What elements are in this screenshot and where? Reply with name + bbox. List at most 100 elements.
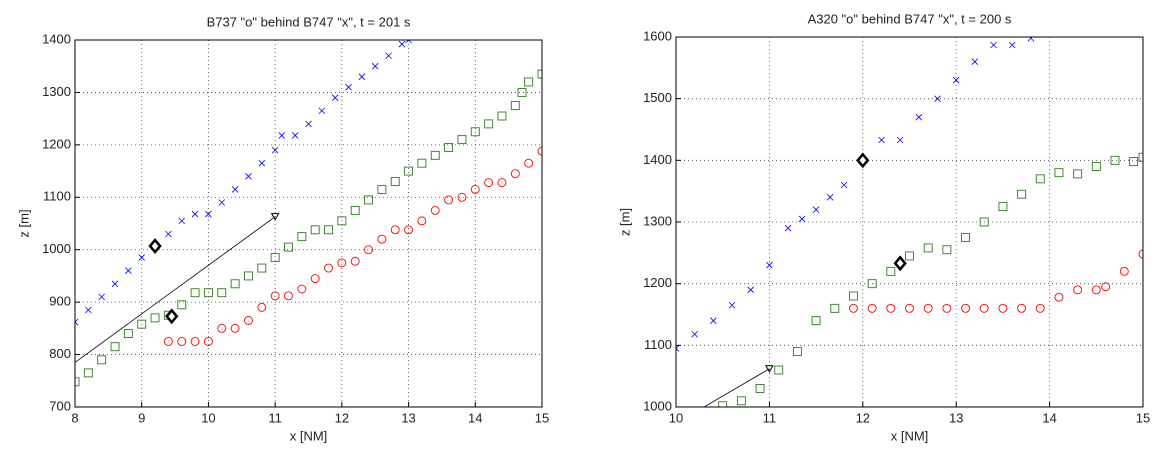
axes-box <box>675 36 1144 408</box>
x-marker <box>318 107 326 115</box>
x-tick-label: 10 <box>201 410 215 425</box>
x-marker <box>405 40 412 44</box>
y-tick-label: 800 <box>49 346 71 361</box>
circle-marker <box>524 158 534 168</box>
circle-marker <box>203 337 213 346</box>
square-marker <box>942 245 952 255</box>
circle-marker <box>998 303 1008 313</box>
square-marker <box>867 279 877 289</box>
square-marker <box>75 377 80 387</box>
x-marker <box>85 306 92 314</box>
circle-marker <box>310 274 320 283</box>
axes-box <box>74 39 543 408</box>
x-marker <box>271 146 279 154</box>
circle-marker <box>1017 303 1027 313</box>
x-marker <box>291 132 299 139</box>
circle-marker <box>905 303 914 313</box>
circle-marker <box>190 337 200 346</box>
square-marker <box>430 150 440 160</box>
x-marker <box>98 293 105 301</box>
square-marker <box>923 243 933 253</box>
x-marker <box>1027 37 1035 42</box>
square-marker <box>1035 174 1045 184</box>
y-tick-label: 1300 <box>42 84 71 99</box>
square-marker <box>83 368 93 378</box>
x-marker <box>1008 41 1016 49</box>
circle-marker <box>484 178 494 188</box>
diamond-marker <box>165 308 179 325</box>
y-tick-label: 700 <box>49 398 71 413</box>
square-marker <box>444 143 454 152</box>
y-tick-label: 1200 <box>42 136 71 151</box>
square-marker <box>849 291 858 301</box>
circle-marker <box>470 184 480 194</box>
square-marker <box>123 329 133 339</box>
square-marker <box>203 288 213 298</box>
x-marker <box>798 215 806 223</box>
square-marker <box>284 242 293 252</box>
x-marker <box>218 199 226 206</box>
square-marker <box>1073 169 1083 179</box>
circle-marker <box>284 291 293 301</box>
x-marker <box>691 330 698 338</box>
circle-marker <box>177 337 187 346</box>
square-marker <box>998 202 1008 212</box>
square-marker <box>404 166 414 176</box>
x-marker <box>111 280 119 288</box>
circle-marker <box>923 303 933 313</box>
circle-marker <box>163 337 173 346</box>
square-marker <box>736 396 746 406</box>
square-marker <box>979 217 989 227</box>
y-axis-label: z [m] <box>617 208 632 236</box>
circle-marker <box>230 323 240 333</box>
y-tick-label: 1400 <box>643 152 672 167</box>
square-marker <box>470 127 480 137</box>
square-marker <box>886 266 896 276</box>
marks <box>75 40 542 387</box>
circle-marker <box>1138 249 1143 259</box>
x-marker <box>784 224 792 232</box>
square-marker <box>905 251 914 261</box>
y-tick-label: 1000 <box>42 241 71 256</box>
circle-marker <box>270 291 280 301</box>
circle-marker <box>444 195 454 205</box>
x-marker <box>231 186 239 193</box>
circle-marker <box>364 245 373 255</box>
x-tick-label: 11 <box>268 410 282 425</box>
square-marker <box>537 69 542 79</box>
end-marker <box>270 213 280 221</box>
square-marker <box>1054 168 1064 178</box>
x-tick-label: 9 <box>138 410 145 425</box>
square-marker <box>110 342 120 352</box>
square-marker <box>524 77 534 87</box>
y-tick-label: 1400 <box>42 31 71 46</box>
square-marker <box>137 319 147 329</box>
x-tick-label: 10 <box>669 410 683 425</box>
x-marker <box>358 73 366 80</box>
circle-marker <box>297 284 307 294</box>
x-tick-label: 15 <box>535 410 549 425</box>
circle-marker <box>961 303 970 313</box>
square-marker <box>177 300 187 310</box>
square-marker <box>1110 155 1120 165</box>
x-marker <box>728 301 736 309</box>
square-marker <box>244 271 253 281</box>
square-marker <box>1138 152 1143 162</box>
circle-marker <box>337 258 347 268</box>
square-marker <box>417 158 427 168</box>
x-marker <box>385 52 392 60</box>
plot-area <box>75 40 542 407</box>
x-axis-label: x [NM] <box>290 428 328 443</box>
y-tick-label: 1500 <box>643 90 672 105</box>
x-marker <box>278 132 286 139</box>
x-marker <box>165 230 172 238</box>
y-tick-label: 900 <box>49 294 71 309</box>
x-tick-label: 13 <box>401 410 415 425</box>
end-marker <box>765 365 774 373</box>
square-marker <box>497 111 507 121</box>
x-marker <box>245 173 252 180</box>
circle-marker <box>257 302 267 312</box>
x-marker <box>971 58 979 65</box>
square-marker <box>755 384 765 393</box>
circle-marker <box>390 225 400 235</box>
